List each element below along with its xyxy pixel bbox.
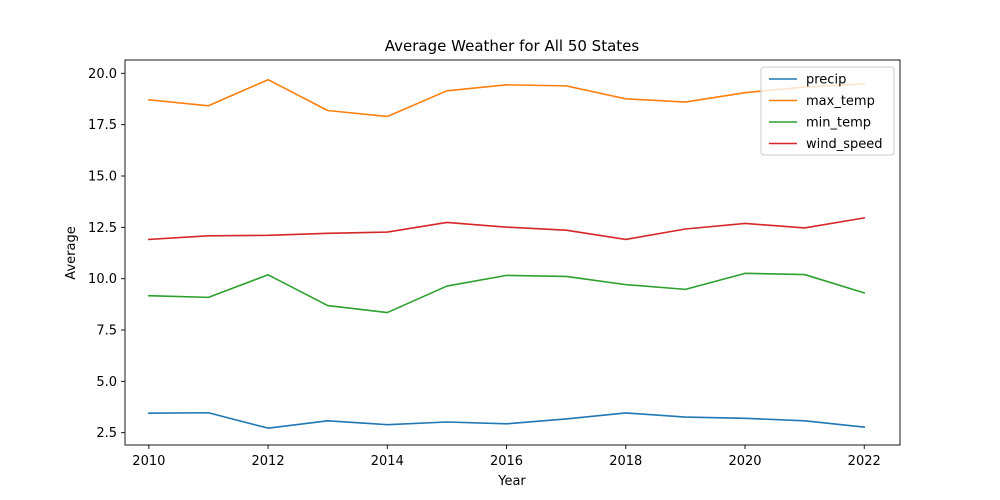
x-tick-label: 2022 (848, 454, 881, 469)
legend-label-max-temp: max_temp (806, 94, 875, 109)
y-axis-title: Average (64, 226, 79, 279)
legend-box (760, 66, 895, 156)
y-tick-label: 15.0 (88, 170, 117, 185)
y-tick-label: 17.5 (88, 118, 117, 133)
x-tick-label: 2012 (252, 454, 285, 469)
x-tick-label: 2018 (609, 454, 642, 469)
legend-label-precip: precip (806, 73, 846, 88)
x-tick-label: 2010 (132, 454, 165, 469)
plot-frame (124, 59, 901, 446)
y-tick-label: 20.0 (88, 67, 117, 82)
y-tick-label: 10.0 (88, 272, 117, 287)
x-tick-label: 2020 (728, 454, 761, 469)
y-tick-label: 2.5 (96, 426, 117, 441)
plot-area: 2010 2012 2014 2016 2018 2020 2022 2.5 5.0 7.5 10.… (88, 59, 901, 469)
series-line-min-temp (148, 272, 866, 314)
series-line-max-temp (147, 78, 866, 118)
x-tick-label: 2014 (371, 454, 404, 469)
x-axis-title: Year (497, 474, 526, 489)
x-tick-label: 2016 (490, 454, 523, 469)
chart-title: Average Weather for All 50 States (385, 37, 640, 55)
y-tick-label: 5.0 (96, 375, 117, 390)
legend: precip max_temp min_temp wind_speed (760, 66, 895, 156)
y-tick-label: 7.5 (96, 324, 117, 339)
legend-label-wind-speed: wind_speed (806, 137, 883, 152)
series-line-wind-speed (148, 216, 866, 241)
y-tick-label: 12.5 (88, 221, 117, 236)
series-line-precip (148, 411, 866, 429)
legend-label-min-temp: min_temp (806, 116, 871, 131)
